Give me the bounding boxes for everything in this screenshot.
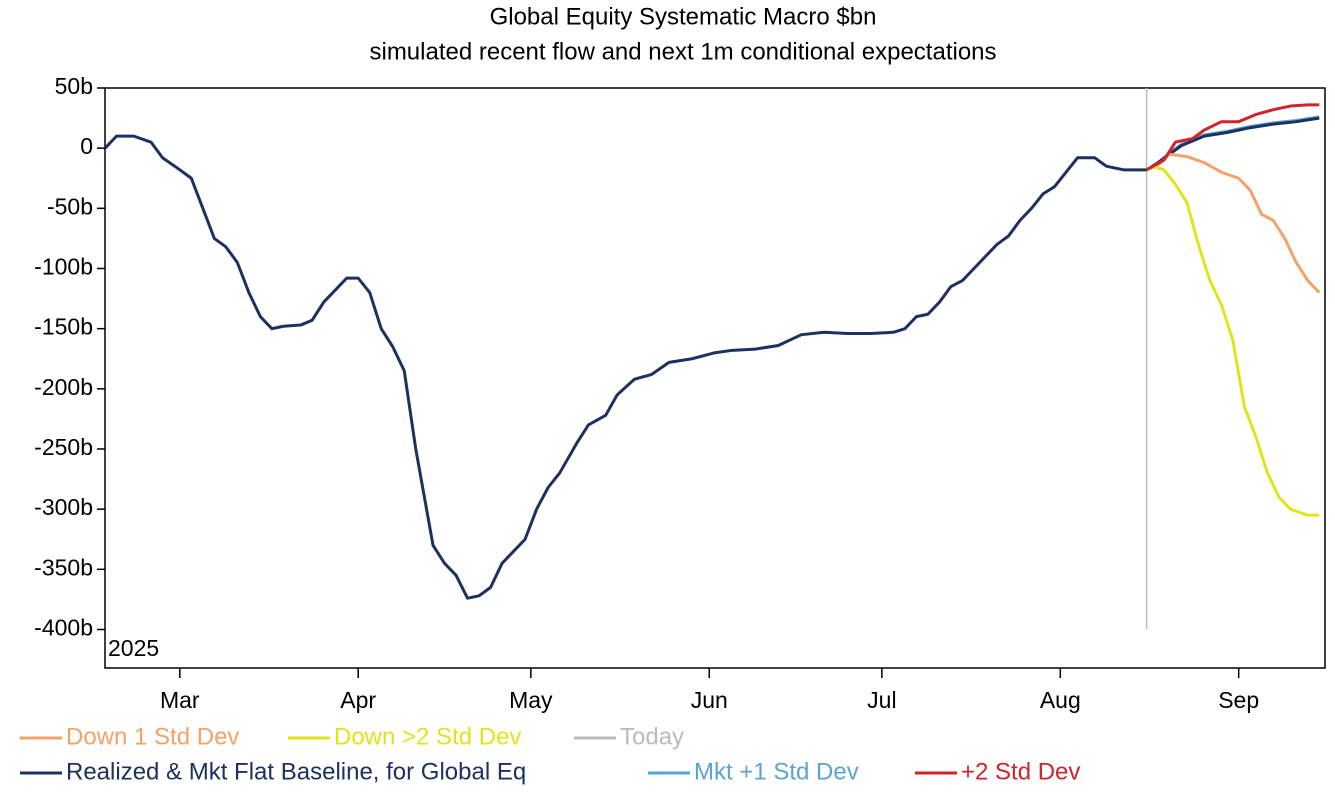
y-tick-label: -300b (34, 494, 93, 520)
series-line (1145, 164, 1320, 517)
x-tick-label: Jul (867, 687, 896, 713)
series-line (1145, 115, 1320, 172)
x-tick-label: Aug (1040, 687, 1081, 713)
series-line (1146, 152, 1321, 294)
legend-label: Down >2 Std Dev (334, 723, 521, 750)
chart-title: Global Equity Systematic Macro $bn (490, 3, 877, 30)
plot-frame (104, 87, 1326, 669)
x-tick-label: Apr (340, 687, 376, 713)
y-tick-label: 50b (55, 73, 93, 99)
y-tick-label: -100b (34, 254, 93, 280)
legend-label: Today (620, 723, 684, 750)
legend-label: Mkt +1 Std Dev (694, 758, 859, 785)
series-line (103, 116, 1320, 600)
y-tick-label: -150b (34, 314, 93, 340)
y-tick-label: 0 (80, 133, 93, 159)
x-tick-label: Sep (1218, 687, 1259, 713)
series-line (1145, 103, 1320, 172)
legend-label: Down 1 Std Dev (66, 723, 239, 750)
x-tick-label: May (509, 687, 553, 713)
y-tick-label: -400b (34, 615, 93, 641)
year-annotation: 2025 (108, 635, 159, 661)
legend-label: Realized & Mkt Flat Baseline, for Global… (66, 758, 526, 785)
x-tick-label: Mar (160, 687, 200, 713)
y-tick-label: -350b (34, 554, 93, 580)
y-tick-label: -200b (34, 374, 93, 400)
y-tick-label: -50b (47, 193, 93, 219)
chart-subtitle: simulated recent flow and next 1m condit… (369, 38, 996, 65)
y-tick-label: -250b (34, 434, 93, 460)
x-tick-label: Jun (691, 687, 728, 713)
legend-label: +2 Std Dev (961, 758, 1080, 785)
